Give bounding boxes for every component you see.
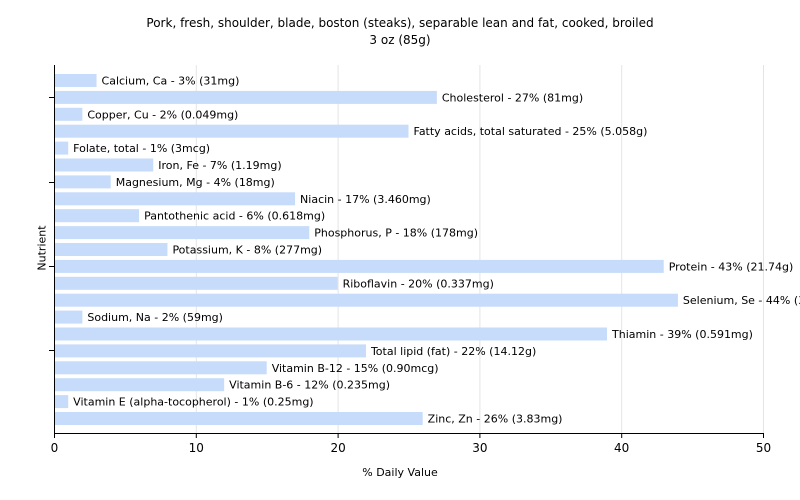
bar bbox=[55, 107, 83, 121]
chart-title: Pork, fresh, shoulder, blade, boston (st… bbox=[146, 16, 654, 30]
bar-label: Total lipid (fat) - 22% (14.12g) bbox=[370, 345, 536, 358]
bar bbox=[55, 344, 366, 358]
bar bbox=[55, 209, 140, 223]
x-tick-label: 20 bbox=[330, 441, 345, 455]
bar-label: Vitamin B-12 - 15% (0.90mcg) bbox=[272, 362, 439, 375]
x-tick-label: 10 bbox=[189, 441, 204, 455]
bar bbox=[55, 226, 310, 240]
bar bbox=[55, 141, 69, 155]
bar bbox=[55, 192, 296, 206]
x-tick-label: 0 bbox=[51, 441, 59, 455]
y-axis-label: Nutrient bbox=[35, 225, 49, 271]
bar bbox=[55, 74, 97, 87]
bar-label: Riboflavin - 20% (0.337mg) bbox=[343, 277, 494, 290]
bar bbox=[55, 259, 664, 273]
bar bbox=[55, 310, 83, 324]
bar-label: Iron, Fe - 7% (1.19mg) bbox=[158, 159, 281, 172]
bar-label: Cholesterol - 27% (81mg) bbox=[442, 91, 583, 104]
bar-label: Potassium, K - 8% (277mg) bbox=[172, 244, 322, 257]
bar-label: Thiamin - 39% (0.591mg) bbox=[611, 328, 753, 341]
bar-label: Protein - 43% (21.74g) bbox=[669, 260, 794, 273]
bar-label: Folate, total - 1% (3mcg) bbox=[73, 142, 210, 155]
x-tick-label: 30 bbox=[472, 441, 487, 455]
bar bbox=[55, 124, 409, 138]
bar-label: Fatty acids, total saturated - 25% (5.05… bbox=[414, 125, 648, 138]
bar-label: Selenium, Se - 44% (30.9mcg) bbox=[683, 294, 800, 307]
bar bbox=[55, 327, 608, 341]
bar bbox=[55, 361, 267, 375]
bar-label: Magnesium, Mg - 4% (18mg) bbox=[116, 176, 275, 189]
bar bbox=[55, 412, 423, 425]
bar bbox=[55, 293, 678, 307]
bar bbox=[55, 378, 225, 392]
bar-label: Copper, Cu - 2% (0.049mg) bbox=[87, 108, 238, 121]
x-tick-label: 50 bbox=[756, 441, 771, 455]
bars: Calcium, Ca - 3% (31mg) Cholesterol - 27%… bbox=[55, 74, 800, 426]
x-tick-label: 40 bbox=[614, 441, 629, 455]
x-axis-label: % Daily Value bbox=[362, 466, 438, 479]
bar-label: Pantothenic acid - 6% (0.618mg) bbox=[144, 210, 325, 223]
bar bbox=[55, 243, 168, 256]
axes: 0 10 20 30 40 50 bbox=[49, 65, 771, 455]
bar-label: Niacin - 17% (3.460mg) bbox=[300, 193, 431, 206]
bar bbox=[55, 90, 437, 104]
bar-label: Phosphorus, P - 18% (178mg) bbox=[314, 227, 478, 240]
bar bbox=[55, 276, 338, 290]
bar-label: Vitamin E (alpha-tocopherol) - 1% (0.25m… bbox=[73, 396, 313, 409]
chart-subtitle: 3 oz (85g) bbox=[369, 33, 431, 47]
bar-label: Vitamin B-6 - 12% (0.235mg) bbox=[229, 379, 390, 392]
bar-label: Zinc, Zn - 26% (3.83mg) bbox=[428, 413, 563, 426]
bar bbox=[55, 175, 111, 189]
bar bbox=[55, 395, 69, 409]
bar-label: Calcium, Ca - 3% (31mg) bbox=[102, 75, 240, 88]
bar-label: Sodium, Na - 2% (59mg) bbox=[87, 311, 223, 324]
bar bbox=[55, 158, 154, 172]
